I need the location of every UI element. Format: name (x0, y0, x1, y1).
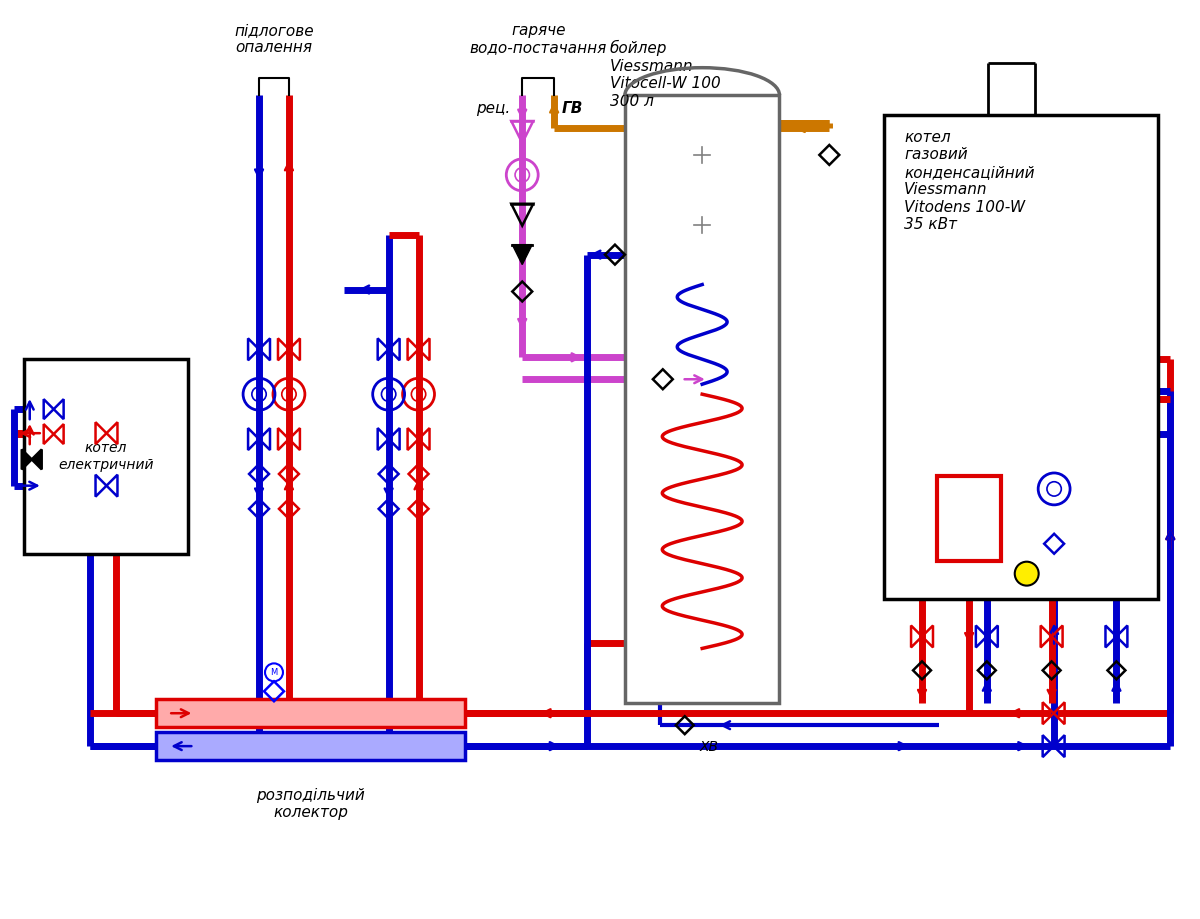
Text: гаряче
водо-постачання: гаряче водо-постачання (469, 23, 607, 55)
Text: котел
електричний: котел електричний (59, 441, 154, 471)
Bar (625, 95, 780, 703)
Text: розподільчий
колектор: розподільчий колектор (257, 788, 365, 821)
Bar (24, 359, 188, 554)
Text: котел
газовий
конденсаційний
Viessmann
Vitodens 100-W
35 кВт: котел газовий конденсаційний Viessmann V… (904, 130, 1034, 232)
Circle shape (1015, 562, 1039, 585)
Bar (156, 699, 466, 727)
Text: підлогове
опалення: підлогове опалення (234, 23, 314, 55)
Bar (937, 476, 1001, 561)
Bar (156, 732, 466, 760)
Text: ХВ: ХВ (700, 740, 719, 754)
Text: M: M (270, 668, 277, 677)
Text: рец.: рец. (476, 100, 510, 116)
Text: ГВ: ГВ (562, 100, 583, 116)
Polygon shape (512, 244, 533, 265)
Polygon shape (22, 449, 31, 470)
Bar (884, 115, 1158, 598)
Text: бойлер
Viessmann
Vitocell-W 100
300 л: бойлер Viessmann Vitocell-W 100 300 л (610, 40, 721, 108)
Polygon shape (31, 449, 42, 470)
